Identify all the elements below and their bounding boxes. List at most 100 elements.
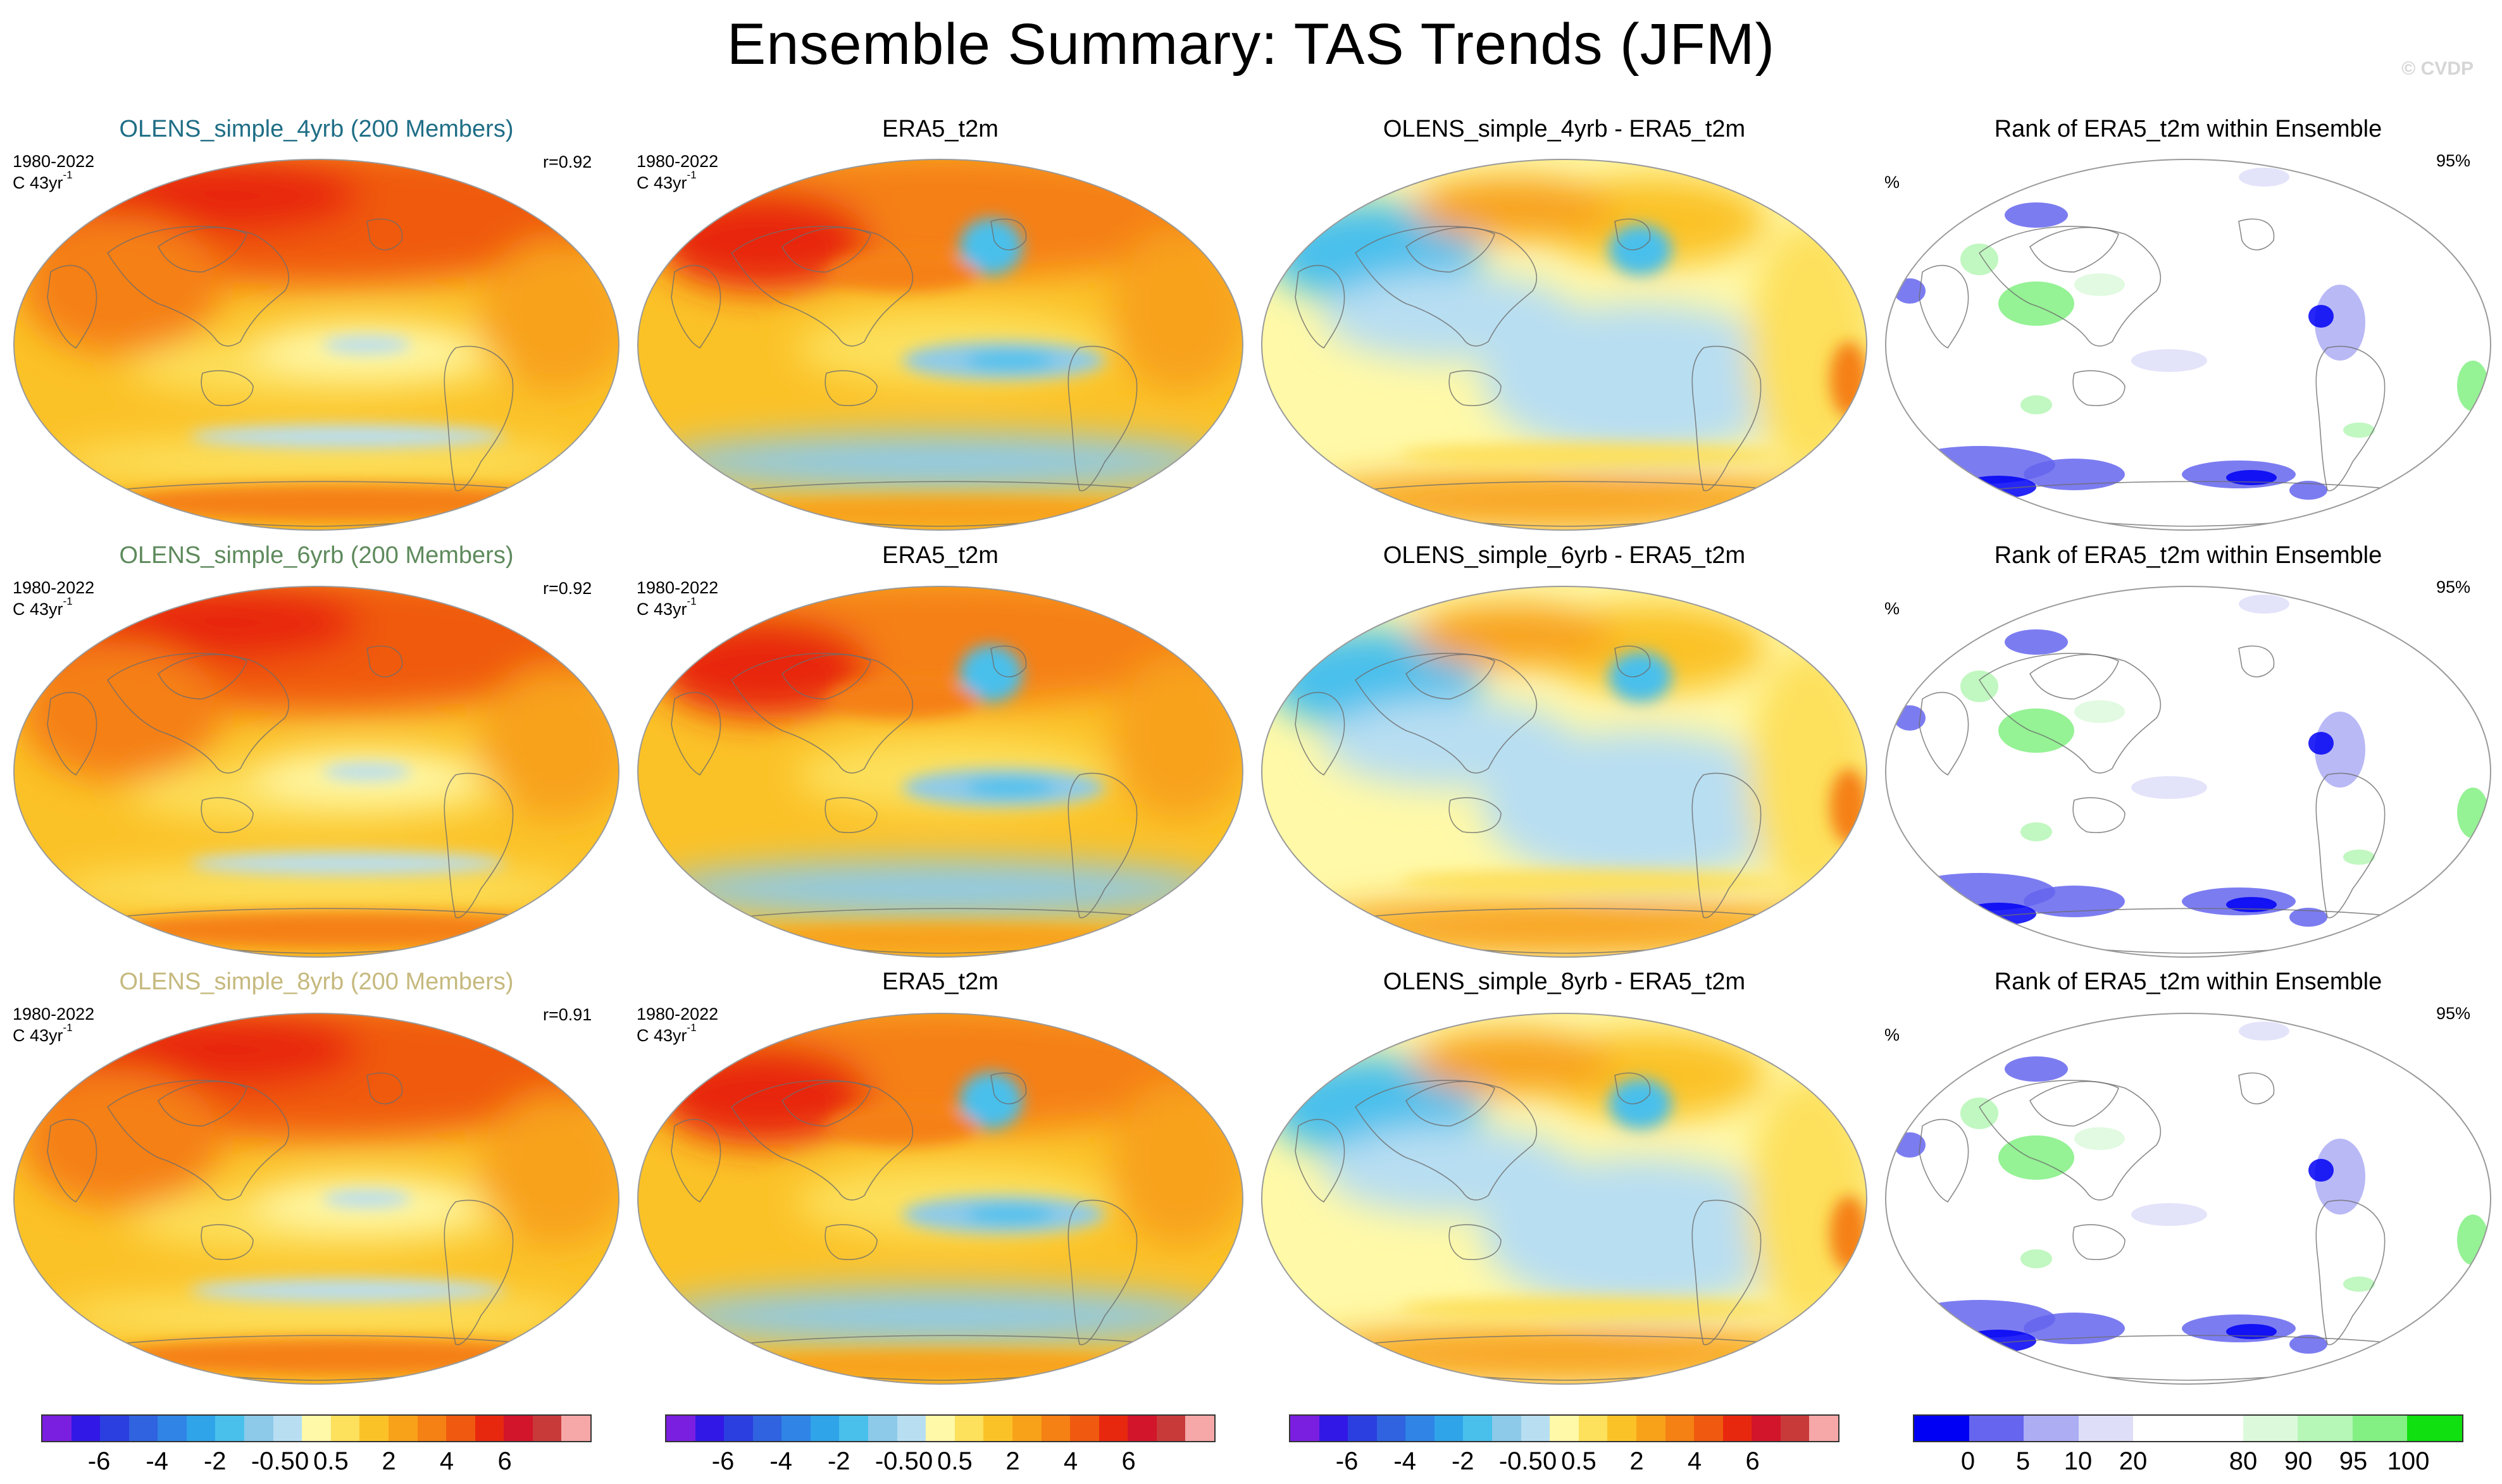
units-exponent: -1 — [63, 169, 73, 181]
units-exponent: -1 — [687, 595, 697, 607]
colorbar-tick-label: 4 — [1687, 1447, 1702, 1475]
correlation-label-r1: r=0.92 — [543, 152, 592, 171]
units-text: C 43yr-1 — [13, 169, 94, 194]
colorbar-swatch — [2188, 1416, 2243, 1441]
colorbar-swatch — [1550, 1416, 1579, 1441]
panel-title-r3-c4: Rank of ERA5_t2m within Ensemble — [1994, 968, 2382, 995]
colorbar-swatch — [781, 1416, 811, 1441]
colorbar-swatch — [666, 1416, 695, 1441]
map-diff-r3 — [1261, 1013, 1867, 1385]
units-text: C 43yr-1 — [13, 595, 94, 620]
map-model-r3 — [13, 1013, 619, 1385]
units-base: C 43yr — [637, 173, 687, 192]
colorbar-trend-3 — [1289, 1414, 1839, 1442]
colorbar-tick-label: -2 — [203, 1447, 227, 1475]
correlation-label-r3: r=0.91 — [543, 1005, 592, 1024]
map-obs-r3 — [637, 1013, 1243, 1385]
colorbar-swatch — [897, 1416, 926, 1441]
colorbar-swatch — [446, 1416, 475, 1441]
period-label-r2-c2: 1980-2022 C 43yr-1 — [637, 577, 718, 620]
colorbar-swatch — [1665, 1416, 1695, 1441]
colorbar-swatch — [1128, 1416, 1157, 1441]
colorbar-swatch — [2024, 1416, 2079, 1441]
period-text: 1980-2022 — [637, 1005, 719, 1023]
colorbar-swatch — [330, 1416, 360, 1441]
map-obs-r2 — [637, 586, 1243, 958]
colorbar-swatch — [302, 1416, 331, 1441]
units-exponent: -1 — [63, 595, 73, 607]
colorbar-tick-label: 6 — [497, 1447, 512, 1475]
units-text: C 43yr-1 — [637, 1022, 718, 1046]
colorbar-tick-label: -6 — [711, 1447, 735, 1475]
colorbar-swatch — [2407, 1416, 2462, 1441]
colorbar-swatch — [1607, 1416, 1636, 1441]
period-label-r2-c1: 1980-2022 C 43yr-1 — [13, 577, 94, 620]
colorbar-swatch — [388, 1416, 418, 1441]
colorbar-trend-1 — [41, 1414, 592, 1442]
colorbar-swatch — [1012, 1416, 1042, 1441]
units-text: C 43yr-1 — [637, 595, 718, 620]
colorbar-swatch — [810, 1416, 840, 1441]
colorbar-tick-label: -0.5 — [1498, 1447, 1543, 1475]
colorbar-tick-label: 0.5 — [313, 1447, 349, 1475]
colorbar-swatch — [1434, 1416, 1464, 1441]
period-label-r3-c1: 1980-2022 C 43yr-1 — [13, 1003, 94, 1046]
colorbar-tick-label: -0.5 — [251, 1447, 295, 1475]
colorbar-swatch — [1319, 1416, 1348, 1441]
colorbar-tick-label: 2 — [1005, 1447, 1020, 1475]
colorbar-tick-label: -2 — [827, 1447, 850, 1475]
rank-unit-r2: % — [1884, 599, 1900, 618]
colorbar-tick-label: 0 — [294, 1447, 309, 1475]
colorbar-swatch — [504, 1416, 533, 1441]
colorbar-tick-label: -2 — [1451, 1447, 1474, 1475]
rank-unit-r1: % — [1884, 173, 1900, 192]
colorbar-swatch — [752, 1416, 782, 1441]
panel-title-r2-c2: ERA5_t2m — [882, 542, 999, 569]
map-rank-r1 — [1885, 159, 2491, 531]
colorbar-swatch — [244, 1416, 273, 1441]
colorbar-swatch — [1914, 1416, 1969, 1441]
colorbar-tick-label: 5 — [2015, 1447, 2031, 1475]
colorbar-swatch — [417, 1416, 447, 1441]
colorbar-swatch — [868, 1416, 897, 1441]
colorbar-swatch — [273, 1416, 302, 1441]
period-text: 1980-2022 — [13, 1005, 95, 1023]
colorbar-swatch — [1578, 1416, 1608, 1441]
colorbar-swatch — [1780, 1416, 1810, 1441]
units-base: C 43yr — [13, 1026, 63, 1045]
colorbar-swatch — [100, 1416, 129, 1441]
colorbar-tick-label: 90 — [2284, 1447, 2313, 1475]
colorbar-swatch — [839, 1416, 869, 1441]
colorbar-tick-label: -6 — [87, 1447, 111, 1475]
colorbar-tick-label: 95 — [2339, 1447, 2368, 1475]
units-base: C 43yr — [637, 600, 687, 619]
panel-title-r3-c2: ERA5_t2m — [882, 968, 999, 995]
colorbar-swatch — [1041, 1416, 1071, 1441]
colorbar-tick-label: 4 — [1063, 1447, 1078, 1475]
colorbar-tick-label: 100 — [2387, 1447, 2430, 1475]
colorbar-swatch — [359, 1416, 389, 1441]
colorbar-tick-label: -4 — [769, 1447, 792, 1475]
colorbar-tick-label: 6 — [1121, 1447, 1136, 1475]
colorbar-swatch — [983, 1416, 1012, 1441]
colorbar-tick-label: 0.5 — [1561, 1447, 1596, 1475]
colorbar-swatch — [532, 1416, 562, 1441]
colorbar-swatch — [1969, 1416, 2024, 1441]
colorbar-swatch — [186, 1416, 216, 1441]
rank-pct-r2: 95% — [2436, 578, 2471, 597]
colorbar-swatch — [561, 1416, 590, 1441]
panel-title-r1-c3: OLENS_simple_4yrb - ERA5_t2m — [1383, 116, 1746, 142]
colorbar-tick-label: 0 — [1542, 1447, 1557, 1475]
map-diff-r2 — [1261, 586, 1867, 958]
colorbar-swatch — [128, 1416, 158, 1441]
colorbar-swatch — [2352, 1416, 2408, 1441]
map-obs-r1 — [637, 159, 1243, 531]
colorbar-rank — [1913, 1414, 2463, 1442]
panel-title-r2-c1: OLENS_simple_6yrb (200 Members) — [119, 542, 514, 569]
colorbar-swatch — [1809, 1416, 1838, 1441]
colorbar-swatch — [1694, 1416, 1723, 1441]
colorbar-swatch — [1463, 1416, 1493, 1441]
panel-title-r2-c3: OLENS_simple_6yrb - ERA5_t2m — [1383, 542, 1746, 569]
panel-title-r1-c1: OLENS_simple_4yrb (200 Members) — [119, 116, 514, 142]
colorbar-swatch — [1185, 1416, 1214, 1441]
